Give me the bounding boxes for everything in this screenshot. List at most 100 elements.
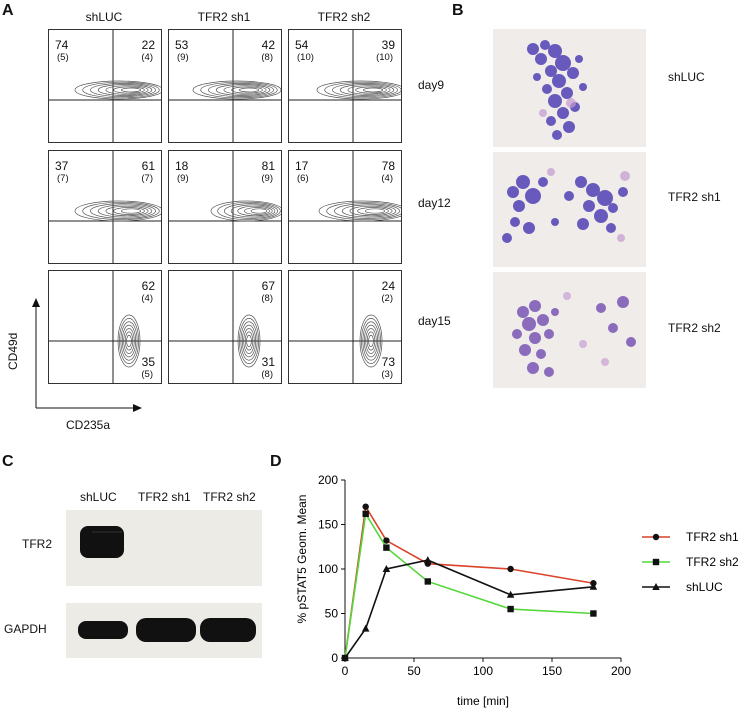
- panel-label-a: A: [2, 2, 14, 19]
- blot-row-label-gapdh: GAPDH: [4, 622, 47, 636]
- contour-line: [105, 85, 149, 95]
- panel-label-b: B: [452, 2, 464, 19]
- contour-line: [121, 324, 137, 358]
- quadrant-sd-top-left: (7): [57, 173, 69, 184]
- data-point-circle: [507, 565, 514, 573]
- contour-line: [244, 207, 270, 215]
- micrograph-tfr2-sh2-cells: [512, 292, 636, 377]
- quadrant-value-top-left: 18: [175, 159, 189, 173]
- quadrant-value-top-left: 53: [175, 38, 189, 52]
- contour-line: [105, 205, 149, 217]
- y-tick-label: 0: [331, 651, 338, 665]
- quadrant-value-bottom-right: 73: [381, 355, 395, 369]
- contour-line: [126, 334, 132, 348]
- contour-line: [355, 86, 387, 94]
- x-tick-label: 0: [342, 664, 349, 678]
- panel-label-c: C: [2, 453, 14, 470]
- data-point-circle: [383, 537, 390, 544]
- x-tick-label: 50: [407, 664, 421, 678]
- contour-line: [362, 87, 384, 93]
- blot-lane-label-tfr2-sh1: TFR2 sh1: [138, 490, 191, 504]
- flow-plot-r0-c0: 74 (5) 22 (4): [48, 29, 162, 143]
- contour-line: [326, 201, 401, 221]
- contour-line: [231, 86, 263, 94]
- contour-line: [341, 204, 397, 218]
- quadrant-sd-top-left: (9): [177, 173, 189, 184]
- contour-line: [362, 321, 380, 361]
- pstat5-line-chart: % pSTAT5 Geom. Mean time [min] 0 50 100 150…: [295, 473, 739, 708]
- quadrant-value-top-right: 42: [261, 38, 275, 52]
- data-point-triangle: [589, 582, 598, 590]
- blot-tfr2-bands: [80, 526, 124, 558]
- contour-line: [217, 201, 281, 221]
- quadrant-value-top-right: 24: [381, 279, 395, 293]
- quadrant-sd-top-right: (8): [261, 52, 273, 63]
- quadrant-value-top-right: 67: [261, 279, 275, 293]
- legend-entry: shLUC: [686, 580, 723, 594]
- contour-line: [243, 328, 255, 354]
- quadrant-sd-top-left: (10): [297, 52, 314, 63]
- quadrant-value-top-left: 37: [55, 159, 69, 173]
- data-point-square: [424, 578, 431, 585]
- flow-contours: [289, 151, 401, 263]
- contour-line: [74, 80, 161, 100]
- contour-line: [230, 204, 276, 218]
- contour-line: [124, 331, 134, 351]
- quadrant-sd-top-right: (8): [261, 293, 273, 304]
- contour-line: [359, 314, 383, 368]
- data-point-square: [362, 510, 369, 518]
- blot-gapdh-bands: [78, 618, 256, 642]
- quadrant-value-top-right: 22: [141, 38, 155, 52]
- quadrant-sd-top-right: (2): [381, 293, 393, 304]
- contour-line: [239, 318, 259, 364]
- x-tick-label: 150: [542, 664, 562, 678]
- contour-line: [210, 200, 281, 222]
- data-point-triangle: [341, 654, 349, 661]
- contour-line: [361, 318, 381, 364]
- flow-plot-r0-c2: 54 (10) 39 (10): [288, 29, 402, 143]
- contour-line: [74, 200, 161, 222]
- quadrant-sd-bottom-right: (5): [141, 369, 153, 380]
- contour-line: [120, 208, 142, 214]
- contour-line: [113, 86, 145, 94]
- quadrant-sd-top-left: (9): [177, 52, 189, 63]
- series-line-0: [344, 504, 594, 659]
- flow-column-header-tfr2-sh2: TFR2 sh2: [317, 10, 371, 24]
- contour-line: [238, 87, 260, 93]
- data-point-triangle: [361, 624, 370, 632]
- contour-line: [339, 84, 395, 96]
- contour-line: [97, 84, 153, 96]
- data-point-circle: [362, 503, 369, 510]
- flow-contours: [169, 30, 281, 142]
- flow-plot-r2-c2: 24 (2) 73 (3): [288, 270, 402, 384]
- contour-line: [347, 85, 391, 95]
- contour-line: [240, 321, 258, 361]
- contour-line: [120, 321, 138, 361]
- quadrant-sd-bottom-right: (8): [261, 369, 273, 380]
- blot-lane-label-tfr2-sh2: TFR2 sh2: [203, 490, 256, 504]
- flow-contours: [49, 271, 161, 383]
- flow-plot-r1-c1: 18 (9) 81 (9): [168, 150, 282, 264]
- flow-contours: [49, 151, 161, 263]
- micrograph-label-tfr2-sh1: TFR2 sh1: [668, 190, 721, 204]
- quadrant-value-top-right: 78: [381, 159, 395, 173]
- blot-gapdh-membrane: [66, 603, 262, 658]
- legend-entry: TFR2 sh1: [686, 530, 739, 544]
- quadrant-value-top-left: 17: [295, 159, 309, 173]
- micrograph-label-tfr2-sh2: TFR2 sh2: [668, 321, 721, 335]
- micrograph-tfr2-sh2: [493, 272, 646, 388]
- contour-line: [316, 80, 401, 100]
- data-point-triangle: [424, 556, 432, 564]
- y-tick-label: 150: [318, 518, 338, 532]
- contour-line: [334, 203, 400, 219]
- quadrant-sd-top-left: (6): [297, 173, 309, 184]
- micrograph-label-shluc: shLUC: [668, 70, 705, 84]
- contour-line: [244, 331, 254, 351]
- x-tick-label: 200: [611, 664, 631, 678]
- data-point-circle: [652, 533, 660, 541]
- flow-contours: [49, 30, 161, 142]
- x-tick-label: 100: [473, 664, 493, 678]
- contour-line: [90, 82, 156, 98]
- quadrant-value-top-right: 39: [381, 38, 395, 52]
- blot-row-label-tfr2: TFR2: [22, 537, 52, 551]
